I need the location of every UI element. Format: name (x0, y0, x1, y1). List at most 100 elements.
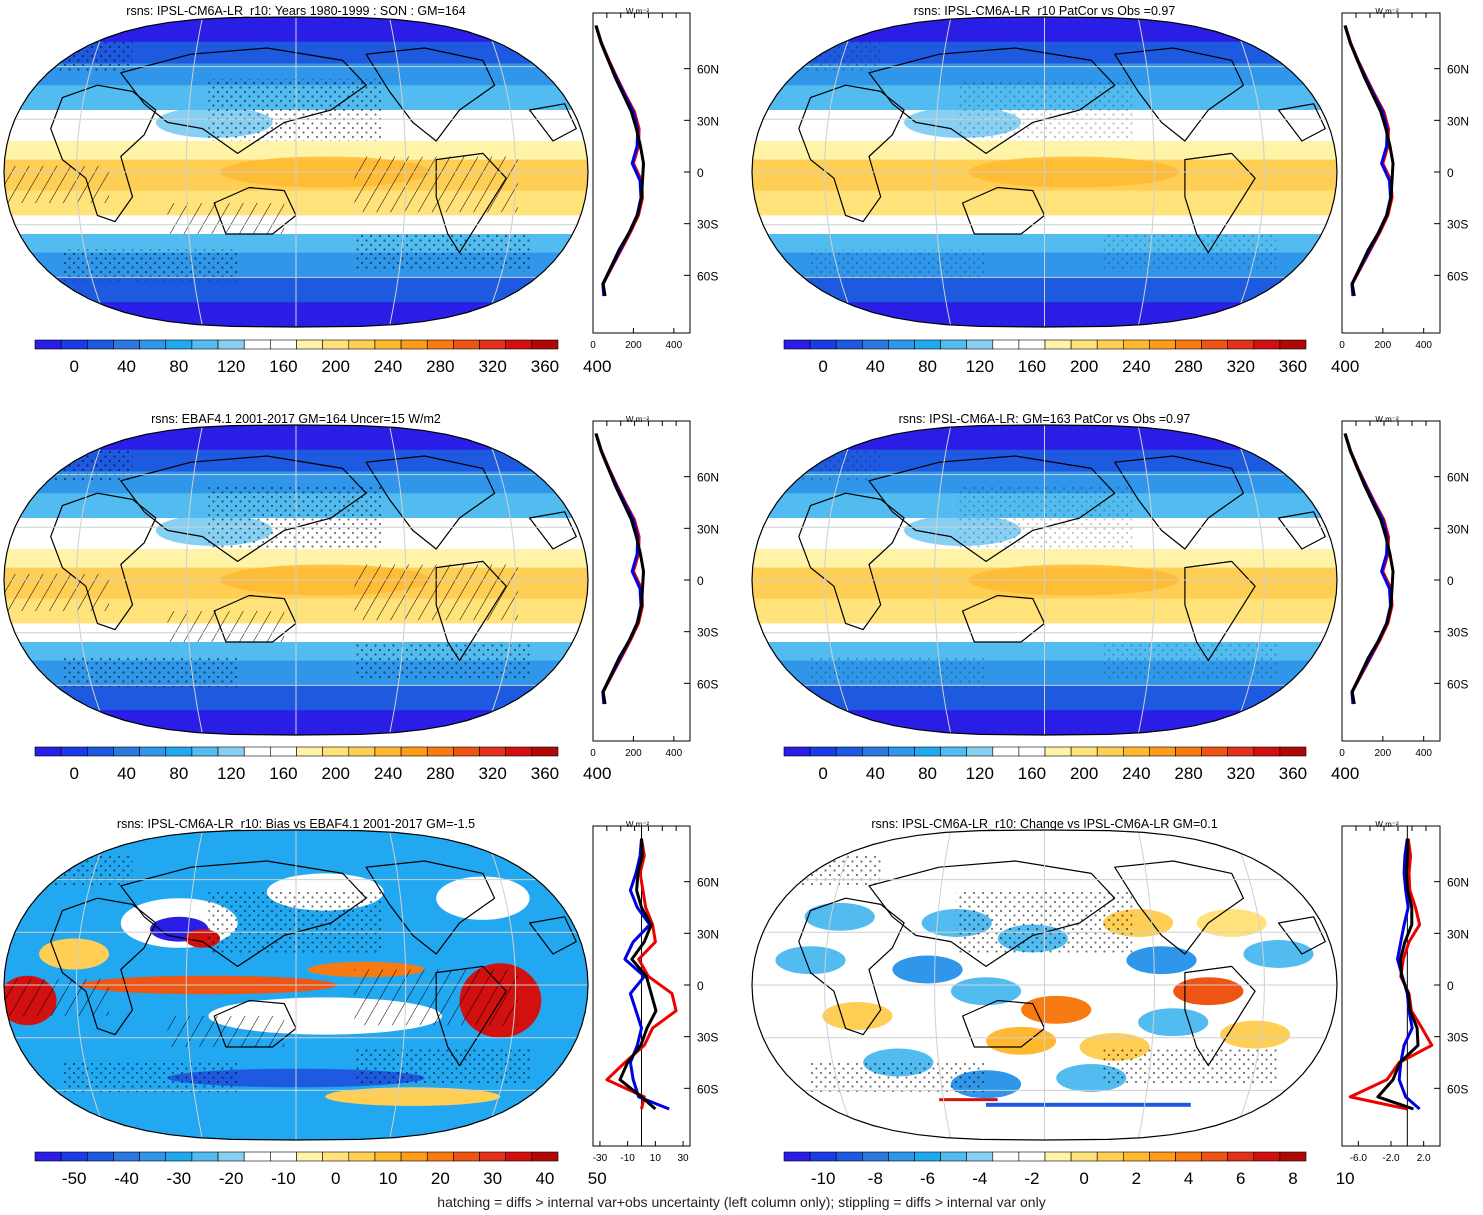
profile-tick-label: 400 (1415, 748, 1432, 759)
colorbar-tick-label: 80 (169, 764, 188, 783)
map-field (752, 830, 1337, 1140)
colorbar-swatch (1279, 1151, 1307, 1162)
map-field (752, 425, 1337, 735)
colorbar-swatch (888, 746, 915, 757)
lat-label: 30S (1447, 218, 1468, 232)
colorbar-swatch (374, 746, 402, 757)
stipple-region (62, 657, 238, 689)
colorbar-swatch (453, 746, 480, 757)
profile-tick-label: 200 (1374, 748, 1391, 759)
colorbar-swatch (1044, 746, 1072, 757)
colorbar-swatch (217, 339, 245, 350)
colorbar-swatch (270, 1151, 297, 1162)
panel-1: rsns: IPSL-CM6A-LR_r10: Years 1980-1999 … (3, 4, 719, 376)
units-label: W m⁻² (626, 820, 650, 829)
colorbar-swatch (940, 1151, 967, 1162)
coastline (365, 860, 496, 955)
coastline (798, 492, 905, 631)
colorbar-swatch (191, 746, 219, 757)
stipple-region (354, 234, 530, 272)
bias-region (39, 938, 110, 970)
colorbar-tick-label: 240 (374, 764, 402, 783)
profile-tick-label: 0 (1339, 748, 1345, 759)
map-field (4, 17, 588, 327)
coastline (798, 897, 905, 1036)
colorbar: -10 -8 -6 -4 -2 0 2 4 6 8 10 (783, 1151, 1355, 1188)
lat-label: 60S (1447, 1082, 1468, 1096)
colorbar-tick-label: 120 (217, 357, 245, 376)
panel-5: rsns: IPSL-CM6A-LR_r10: Bias vs EBAF4.1 … (3, 817, 719, 1188)
colorbar-swatch (113, 339, 140, 350)
lat-label: 60S (697, 269, 718, 283)
colorbar-tick-label: 200 (1070, 764, 1098, 783)
colorbar-swatch (914, 746, 941, 757)
profile-tick-label: -30 (593, 1153, 608, 1164)
colorbar-swatch (34, 746, 62, 757)
colorbar-swatch (861, 746, 889, 757)
colorbar-tick-label: -20 (219, 1169, 244, 1188)
colorbar-swatch (966, 339, 994, 350)
lat-label: 60N (1447, 876, 1469, 890)
colorbar-swatch (60, 339, 88, 350)
colorbar-tick-label: -50 (62, 1169, 87, 1188)
colorbar-swatch (322, 1151, 350, 1162)
colorbar-tick-label: 80 (918, 764, 937, 783)
lat-label: 30S (697, 1031, 718, 1045)
change-region (986, 1026, 1057, 1055)
colorbar-swatch (1279, 746, 1307, 757)
colorbar-swatch (1201, 1151, 1228, 1162)
panel-title: rsns: IPSL-CM6A-LR_r10: Bias vs EBAF4.1 … (117, 817, 475, 831)
colorbar-tick-label: 40 (117, 357, 136, 376)
colorbar-tick-label: 280 (1174, 764, 1202, 783)
colorbar-swatch (1201, 339, 1228, 350)
colorbar-tick-label: 400 (583, 357, 611, 376)
colorbar-swatch (1227, 1151, 1255, 1162)
colorbar-swatch (505, 746, 533, 757)
stipple-region (763, 41, 881, 73)
stipple-region (354, 642, 530, 680)
colorbar-tick-label: 280 (1174, 357, 1202, 376)
colorbar-tick-label: 2 (1132, 1169, 1141, 1188)
colorbar-swatch (1070, 339, 1098, 350)
colorbar-swatch (1149, 339, 1176, 350)
stipple-region (15, 854, 133, 886)
colorbar-swatch (914, 339, 941, 350)
coastline (1184, 152, 1256, 254)
coastline (50, 492, 157, 631)
cool-streak (986, 1102, 1191, 1107)
colorbar: 0 40 80 120 160 200 240 280 320 360 400 (783, 746, 1359, 783)
lat-label: 30S (697, 626, 718, 640)
colorbar-swatch (783, 746, 811, 757)
colorbar-swatch (139, 746, 167, 757)
colorbar-swatch (426, 339, 454, 350)
colorbar-swatch (296, 746, 323, 757)
map-field (752, 17, 1337, 327)
hatch-region (4, 165, 110, 203)
lat-label: 0 (697, 979, 704, 993)
colorbar-swatch (861, 1151, 889, 1162)
lat-label: 30N (697, 522, 719, 536)
change-region (804, 902, 875, 931)
map-outline (3, 16, 589, 328)
colorbar-tick-label: 280 (426, 357, 454, 376)
colorbar-swatch (322, 746, 350, 757)
colorbar-swatch (60, 1151, 88, 1162)
bias-region (436, 876, 530, 920)
colorbar-tick-label: 80 (918, 357, 937, 376)
colorbar-tick-label: -4 (972, 1169, 987, 1188)
units-label: W m⁻² (626, 415, 650, 424)
colorbar-swatch (966, 1151, 994, 1162)
colorbar-tick-label: 120 (217, 764, 245, 783)
panel-title: rsns: IPSL-CM6A-LR_r10: Change vs IPSL-C… (871, 817, 1217, 831)
colorbar-swatch (374, 339, 402, 350)
colorbar-swatch (531, 746, 559, 757)
panel-3: rsns: EBAF4.1 2001-2017 GM=164 Uncer=15 … (3, 412, 719, 783)
colorbar-swatch (531, 1151, 559, 1162)
profile-line-a (623, 838, 670, 1111)
colorbar-tick-label: 400 (583, 764, 611, 783)
profile-tick-label: 200 (1374, 340, 1391, 351)
colorbar-swatch (348, 339, 376, 350)
colorbar-swatch (1096, 1151, 1124, 1162)
colorbar-swatch (809, 339, 837, 350)
